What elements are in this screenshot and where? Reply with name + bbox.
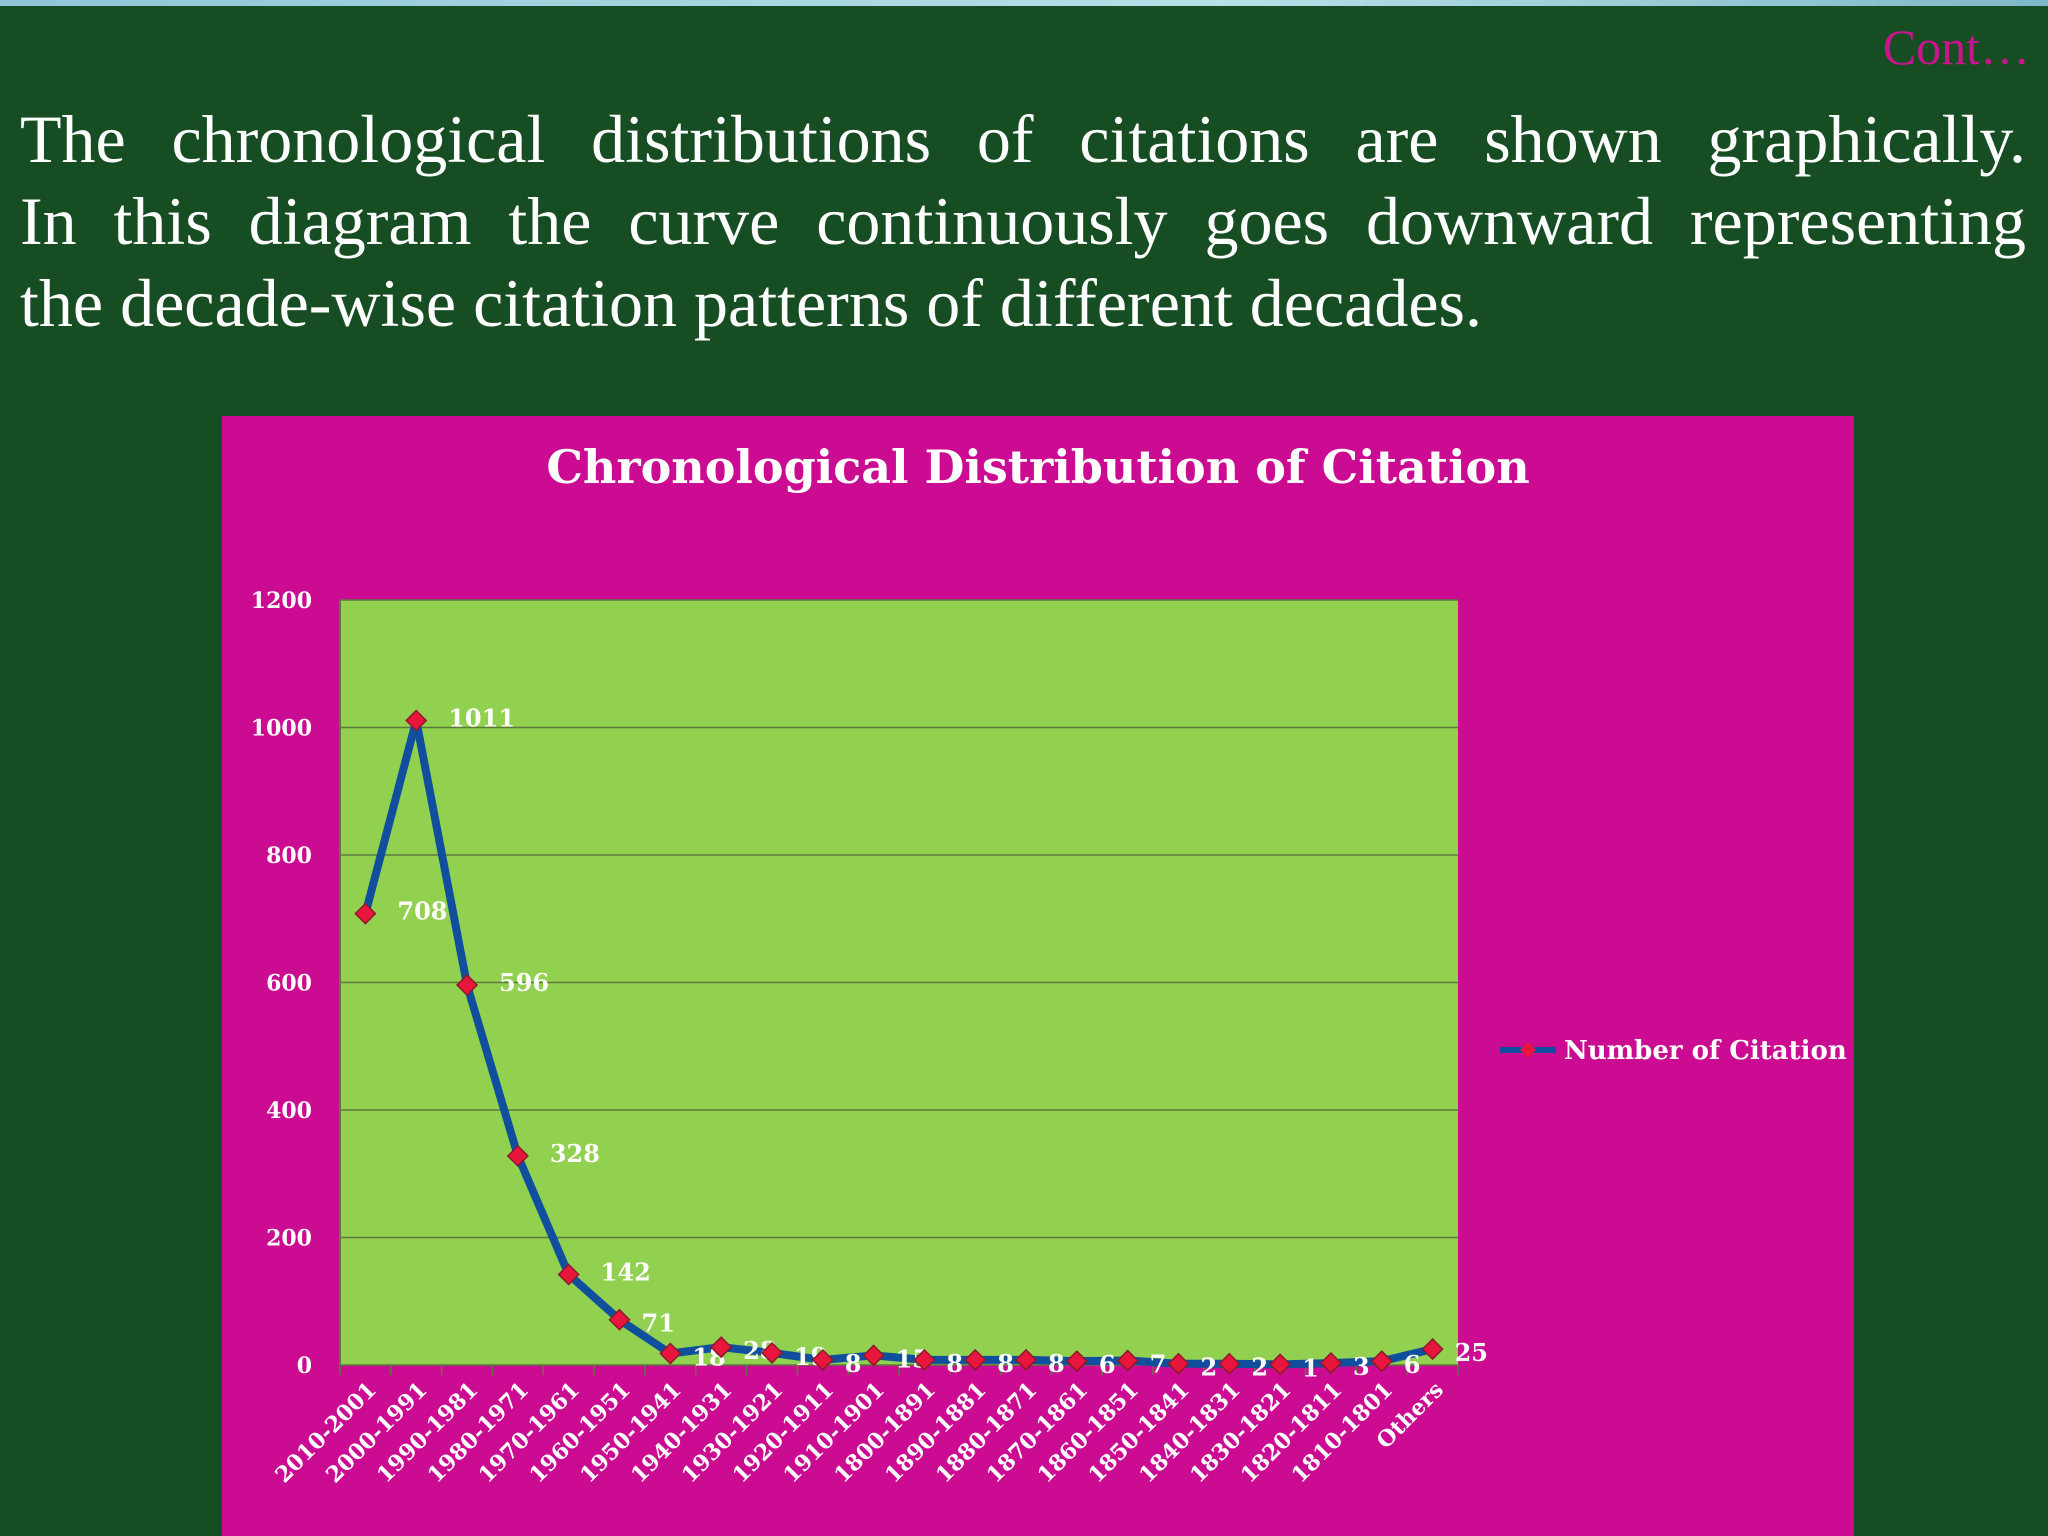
- data-label: 8: [845, 1349, 862, 1378]
- data-point-marker: [659, 1342, 682, 1365]
- data-label: 25: [1455, 1338, 1488, 1367]
- data-label: 3: [1353, 1352, 1370, 1381]
- data-point-marker: [710, 1336, 733, 1359]
- data-label: 7: [1150, 1350, 1167, 1379]
- data-point-marker: [1319, 1352, 1343, 1375]
- chart-title: Chronological Distribution of Citation: [546, 440, 1530, 494]
- y-tick-label: 0: [297, 1353, 312, 1379]
- data-label: 8: [946, 1349, 963, 1378]
- continuation-label: Cont…: [1882, 19, 2030, 75]
- data-label: 1: [1302, 1353, 1319, 1382]
- paragraph-line-2: In this diagram the curve continuously g…: [20, 183, 2026, 259]
- legend-label: Number of Citation: [1564, 1036, 1847, 1066]
- data-label: 142: [601, 1257, 651, 1286]
- data-point-marker: [1269, 1353, 1292, 1376]
- data-label: 328: [550, 1139, 600, 1168]
- data-point-marker: [1167, 1352, 1190, 1375]
- data-point-marker: [811, 1348, 834, 1371]
- data-point-marker: [1421, 1338, 1444, 1361]
- data-point-marker: [1218, 1352, 1241, 1375]
- data-label: 71: [642, 1309, 675, 1338]
- data-label: 1011: [448, 703, 515, 732]
- data-point-marker: [1065, 1350, 1088, 1373]
- paragraph-line-1: The chronological distributions of citat…: [20, 101, 2026, 177]
- data-label: 2: [1201, 1353, 1218, 1382]
- data-point-marker: [862, 1344, 885, 1367]
- plot-layer: 0200400600800100012002010-20012000-19911…: [251, 588, 1847, 1488]
- data-point-marker: [1370, 1350, 1393, 1373]
- y-tick-label: 600: [266, 971, 312, 997]
- data-point-marker: [913, 1348, 936, 1371]
- data-point-marker: [506, 1144, 529, 1167]
- data-point-marker: [964, 1348, 987, 1371]
- data-label: 2: [1251, 1353, 1268, 1382]
- data-point-marker: [455, 973, 479, 997]
- data-label: 708: [397, 897, 447, 926]
- data-point-marker: [760, 1341, 784, 1364]
- data-point-marker: [1014, 1348, 1038, 1371]
- data-point-marker: [608, 1308, 631, 1331]
- y-tick-label: 1200: [251, 588, 312, 614]
- y-tick-label: 1000: [251, 716, 312, 742]
- data-label: 8: [1048, 1349, 1065, 1378]
- top-decorative-strip: [0, 0, 2048, 6]
- slide-paragraph: The chronological distributions of citat…: [20, 98, 2026, 344]
- data-point-marker: [405, 709, 428, 732]
- series-line: [361, 716, 1437, 1369]
- data-label: 6: [1099, 1350, 1116, 1379]
- data-point-marker: [1116, 1349, 1139, 1372]
- data-label: 8: [997, 1349, 1014, 1378]
- legend-marker: [1520, 1042, 1536, 1058]
- data-label: 6: [1404, 1350, 1421, 1379]
- y-tick-label: 800: [266, 843, 312, 869]
- data-point-marker: [354, 902, 377, 925]
- data-point-marker: [557, 1263, 580, 1286]
- y-tick-label: 400: [266, 1098, 312, 1124]
- paragraph-line-3: the decade-wise citation patterns of dif…: [20, 265, 1482, 341]
- data-label: 596: [499, 968, 549, 997]
- y-tick-label: 200: [266, 1226, 312, 1252]
